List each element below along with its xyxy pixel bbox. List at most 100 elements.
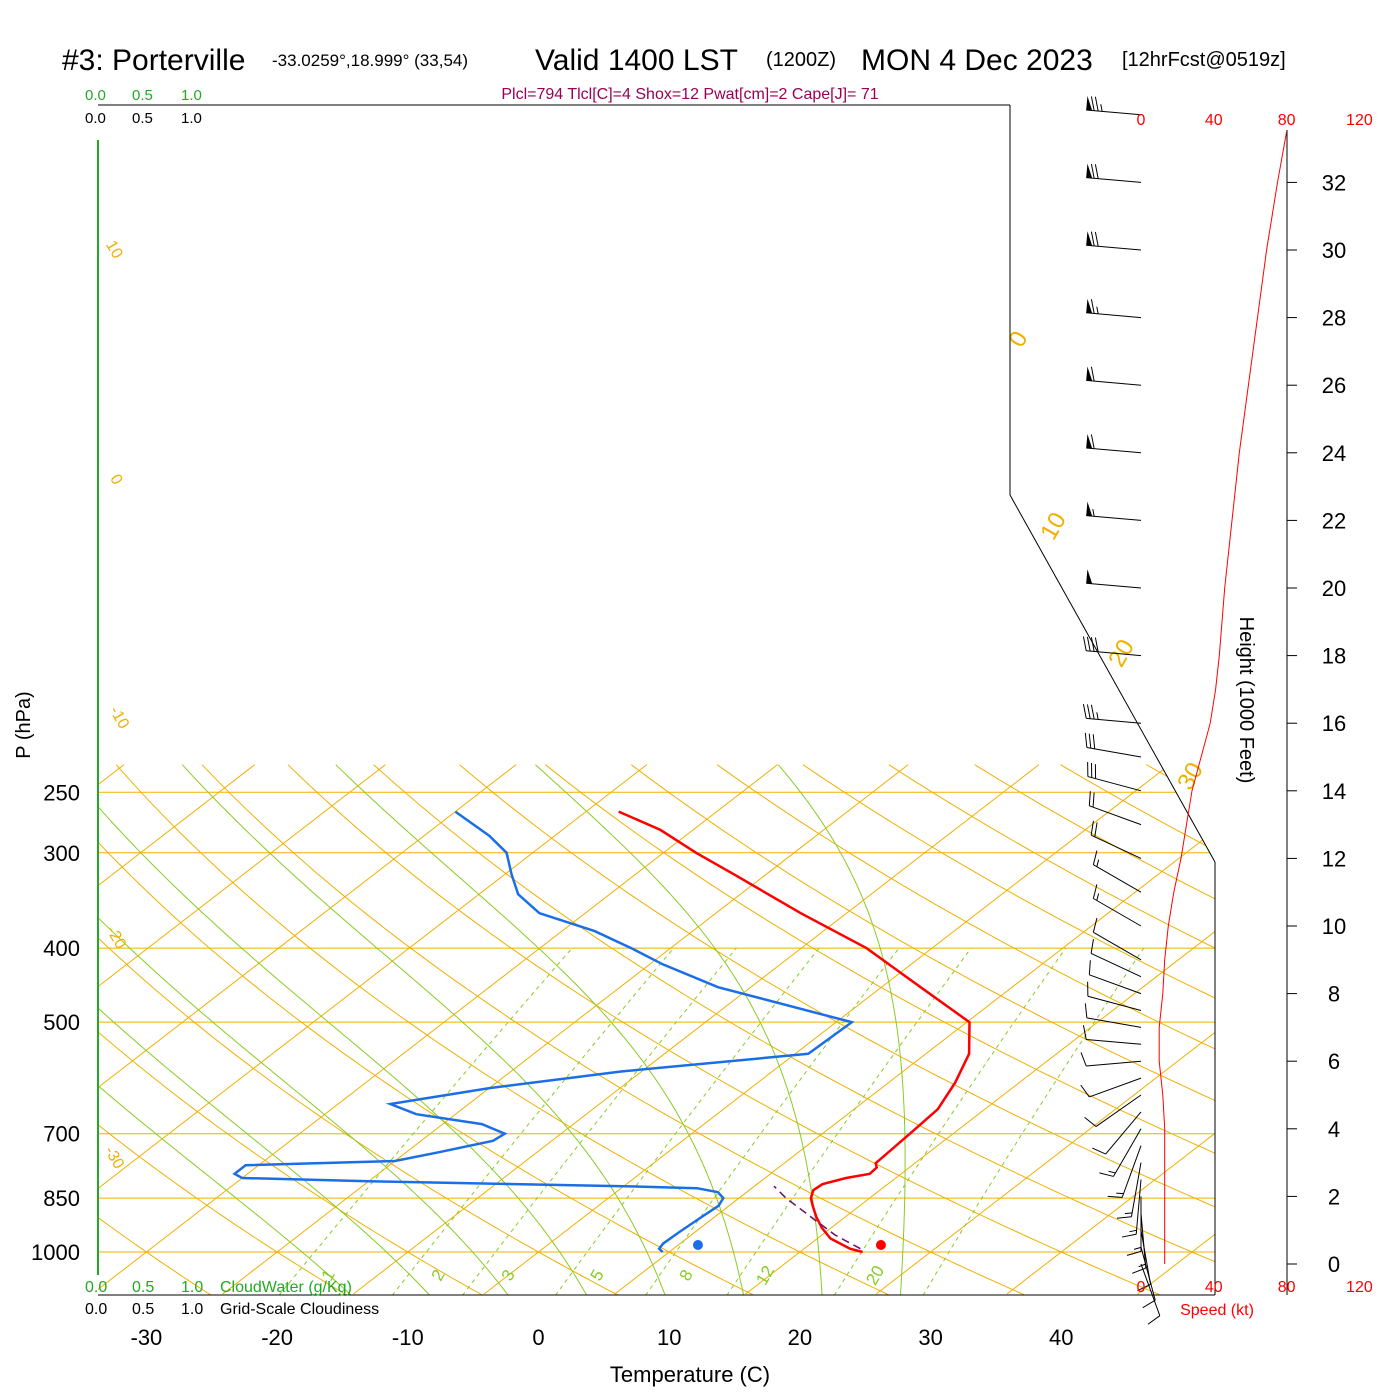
cl-top-0: 0.0 (85, 110, 106, 127)
dry-adiabat-line (888, 764, 1215, 1295)
dry-adiabat-label: 0 (1003, 327, 1033, 352)
speed-tick-bottom: 40 (1205, 1279, 1223, 1296)
dry-adiabat-label: 10 (102, 238, 126, 262)
wind-barb (1140, 1263, 1161, 1325)
wind-barb (1086, 569, 1142, 589)
speed-tick-bottom: 120 (1346, 1279, 1373, 1296)
mixing-ratio-label: 5 (587, 1266, 608, 1284)
moist-adiabat-line (535, 764, 823, 1295)
dry-adiabat-line (98, 764, 619, 1295)
wind-barb-staff (1086, 717, 1142, 724)
isotherm-line (875, 764, 1215, 1295)
stability-indices: Plcl=794 Tlcl[C]=4 Shox=12 Pwat[cm]=2 Ca… (501, 86, 878, 103)
wind-barb (1082, 1025, 1142, 1045)
wind-barb-staff (1093, 931, 1142, 961)
moist-adiabat-line (777, 764, 906, 1295)
pressure-axis-ticks: 250 300 400 500 700 850 1000 (31, 780, 80, 1265)
wind-barb-flag (1094, 164, 1099, 179)
pressure-tick-label: 400 (43, 936, 80, 961)
pressure-tick-label: 250 (43, 780, 80, 805)
parcel-trace (773, 1185, 861, 1250)
height-tick-label: 26 (1322, 373, 1346, 398)
forecast-info: [12hrFcst@0519z] (1122, 49, 1286, 71)
wind-barb-staff (1086, 1017, 1142, 1028)
wind-barb-flag (1084, 1003, 1088, 1018)
wind-barb (1086, 366, 1142, 386)
dry-adiabat-line (98, 764, 348, 1295)
isotherm-line (98, 764, 778, 1295)
wind-barb (1086, 231, 1142, 251)
mixing-ratio-line (726, 947, 972, 1295)
wind-barb-halfflag (1100, 104, 1103, 112)
height-tick-label: 6 (1328, 1049, 1340, 1074)
wind-barb-flag (1086, 636, 1091, 652)
wind-barb-flag (1099, 1172, 1114, 1177)
height-tick-label: 2 (1328, 1184, 1340, 1209)
dry-adiabat-line (802, 764, 1215, 1295)
wind-barb-flag (1094, 637, 1099, 652)
speed-tick-top: 80 (1278, 112, 1296, 129)
wind-barb-halfflag (1096, 306, 1099, 314)
wind-barb-staff (1130, 1162, 1142, 1217)
wind-barb-halfflag (1129, 1229, 1137, 1233)
wind-barb-flag (1107, 1195, 1123, 1198)
frame-right-diagonal (1009, 494, 1216, 863)
height-tick-label: 14 (1322, 779, 1346, 804)
wind-barb (1092, 884, 1142, 927)
height-tick-label: 4 (1328, 1117, 1340, 1142)
isotherm-line (1006, 764, 1215, 1295)
height-tick-label: 32 (1322, 170, 1346, 195)
dry-adiabat-line (974, 764, 1215, 1295)
height-tick-label: 22 (1322, 508, 1346, 533)
wind-barb-flag (1092, 884, 1098, 899)
wind-barb (1090, 938, 1142, 978)
moist-adiabat-line (98, 764, 588, 1295)
mixing-ratio-label: 8 (676, 1266, 697, 1284)
cl-bot-2: 1.0 (181, 1301, 203, 1318)
dry-adiabat-line (716, 764, 1215, 1295)
wind-barb (1084, 1094, 1142, 1127)
wind-barb-pennant (1086, 231, 1093, 246)
dry-adiabat-label: -10 (106, 703, 132, 732)
mixing-ratio-line (391, 947, 674, 1295)
dry-adiabat-line (1318, 765, 1400, 1296)
wind-barb-halfflag (1133, 1246, 1142, 1250)
wind-barb-pennant (1086, 434, 1093, 449)
speed-tick-top: 120 (1346, 112, 1373, 129)
sounding-profiles (232, 810, 971, 1254)
cloudiness-scale-top: 0.0 0.5 1.0 (85, 110, 202, 127)
wind-barb-flag (1092, 734, 1096, 749)
isotherm-line (222, 764, 909, 1295)
speed-tick-top: 40 (1205, 112, 1223, 129)
wind-barb-flag (1137, 1283, 1151, 1292)
mixing-ratio-line (922, 947, 1145, 1295)
wind-barb-staff (1095, 1094, 1142, 1127)
dry-adiabat-line (545, 764, 1215, 1295)
pressure-tick-label: 850 (43, 1186, 80, 1211)
wind-barb-flag (1090, 434, 1095, 449)
wind-barb (1087, 761, 1142, 792)
isotherm-line (353, 764, 1040, 1295)
wind-barb (1080, 1052, 1142, 1067)
dry-adiabat-line (115, 764, 891, 1295)
wind-barb (1086, 501, 1142, 521)
isotherm-line (483, 764, 1170, 1295)
wind-barb-staff (1086, 1039, 1142, 1045)
isotherm-line (98, 764, 386, 1295)
speed-axis-label: Speed (kt) (1180, 1302, 1254, 1319)
x-tick-label: -20 (261, 1325, 293, 1350)
wind-barb-halfflag (1116, 1192, 1124, 1195)
temperature-profile (618, 810, 971, 1254)
mixing-ratio-labels: 1 2 3 5 8 12 20 (318, 1262, 889, 1288)
wind-barb-flag (1132, 1267, 1146, 1274)
wind-barb (1084, 1003, 1142, 1028)
moist-adiabat-line (98, 764, 509, 1295)
moist-adiabat-line (98, 764, 352, 1295)
wind-barb-staff (1093, 898, 1142, 927)
x-tick-label: 0 (532, 1325, 544, 1350)
cw-top-0: 0.0 (85, 87, 106, 104)
wind-barb-staff (1113, 1128, 1142, 1177)
cw-top-2: 1.0 (181, 87, 202, 104)
pressure-tick-label: 300 (43, 841, 80, 866)
height-tick-label: 28 (1322, 306, 1346, 331)
